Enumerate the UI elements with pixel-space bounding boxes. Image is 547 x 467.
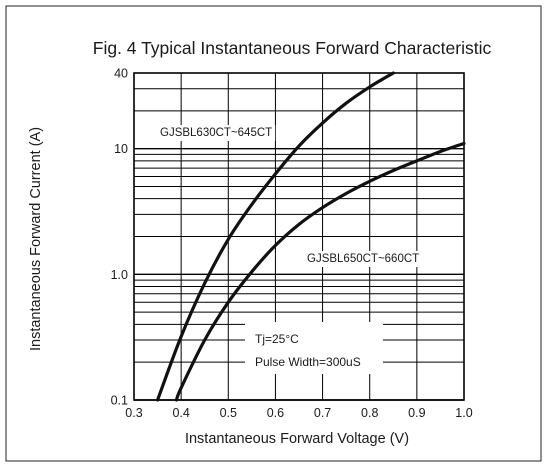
y-tick-label-2: 10: [114, 142, 128, 156]
series-label-1-backdrop: [157, 125, 276, 141]
x-tick-label-1: 0.4: [172, 406, 189, 420]
x-tick-label-6: 0.9: [408, 406, 425, 420]
y-tick-label-1: 1.0: [111, 268, 128, 282]
x-tick-label-7: 1.0: [455, 406, 472, 420]
annotation-temperature: Tj=25°C: [255, 332, 299, 346]
conditions-box-background: [245, 322, 383, 374]
x-tick-labels: 0.3 0.4 0.5 0.6 0.7 0.8 0.9 1.0: [125, 406, 472, 420]
series-lines: [155, 71, 466, 402]
x-tick-label-2: 0.5: [220, 406, 237, 420]
chart-title: Fig. 4 Typical Instantaneous Forward Cha…: [93, 38, 492, 58]
series-label-2: GJSBL650CT~660CT: [307, 253, 419, 265]
y-tick-label-3: 40: [114, 67, 128, 81]
y-axis-label: Instantaneous Forward Current (A): [28, 127, 44, 351]
series-line-2: [174, 141, 466, 402]
x-tick-label-4: 0.7: [314, 406, 331, 420]
series-line-1: [155, 71, 395, 402]
x-axis-label: Instantaneous Forward Voltage (V): [185, 431, 409, 447]
figure-frame: [5, 5, 542, 462]
x-tick-label-0: 0.3: [125, 406, 142, 420]
x-tick-label-5: 0.8: [361, 406, 378, 420]
grid: [133, 72, 465, 401]
series-label-1: GJSBL630CT~645CT: [160, 127, 272, 139]
series-label-2-backdrop: [304, 251, 423, 267]
y-tick-labels: 0.1 1.0 10 40: [111, 67, 128, 408]
conditions-box: Tj=25°C Pulse Width=300uS: [245, 322, 383, 374]
plot-area-border: [133, 72, 465, 401]
y-tick-label-0: 0.1: [111, 394, 128, 408]
annotation-pulse-width: Pulse Width=300uS: [255, 355, 361, 369]
x-tick-label-3: 0.6: [267, 406, 284, 420]
